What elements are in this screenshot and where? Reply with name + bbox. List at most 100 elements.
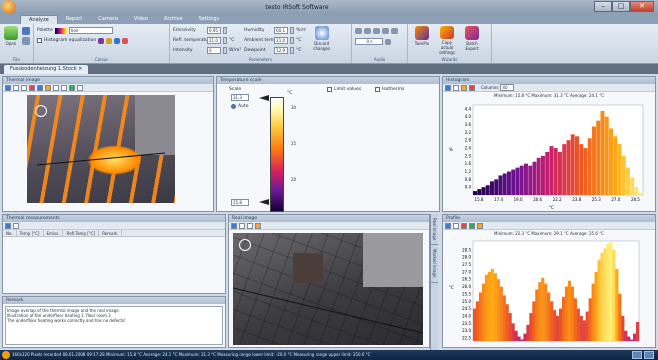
zoom-icon[interactable]: [13, 84, 19, 91]
chart-type-icon[interactable]: [469, 84, 475, 91]
histogram-bar: [477, 189, 482, 195]
scale-top-input[interactable]: 31.3: [231, 94, 249, 101]
limit-values-checkbox[interactable]: [327, 87, 332, 92]
refl-temp-input[interactable]: 21.0: [207, 37, 221, 44]
tab-video[interactable]: Video: [133, 16, 148, 22]
profile-line[interactable]: [27, 95, 175, 203]
minimize-button[interactable]: –: [594, 1, 612, 12]
profile-ytick: 23.5: [462, 321, 471, 326]
hot-spot-icon[interactable]: [29, 84, 35, 91]
app-menu-button[interactable]: [2, 0, 16, 14]
crosshair-icon[interactable]: [35, 105, 47, 117]
twinpix-button[interactable]: TwinPix: [411, 26, 433, 55]
profile-bar: [570, 286, 574, 341]
scale-bottom-input[interactable]: 15.8: [231, 199, 249, 206]
save-icon[interactable]: [5, 84, 11, 91]
scale-unit: °C: [287, 91, 293, 96]
col-emiss[interactable]: Emiss.: [44, 230, 64, 236]
color-scale-bar[interactable]: [270, 97, 284, 212]
marker-icon[interactable]: [255, 222, 261, 229]
profile-bar: [597, 260, 601, 341]
grid-icon[interactable]: [469, 222, 475, 229]
thermal-image[interactable]: [27, 95, 175, 203]
histogram-equalization-checkbox[interactable]: [37, 38, 42, 43]
copy-icon[interactable]: [453, 84, 459, 91]
profile-bar: [505, 304, 509, 341]
line-tool-icon[interactable]: [53, 84, 59, 91]
delete-icon[interactable]: [77, 84, 83, 91]
tab-report[interactable]: Report: [65, 16, 83, 22]
forward-icon[interactable]: [391, 27, 398, 34]
save-icon[interactable]: [22, 27, 30, 35]
open-button[interactable]: Open: [3, 26, 19, 55]
save-icon[interactable]: [445, 84, 451, 91]
emissivity-input[interactable]: 0.95: [207, 27, 221, 34]
zoom-icon[interactable]: [239, 222, 245, 229]
save-icon[interactable]: [231, 222, 237, 229]
color-icon[interactable]: [477, 222, 483, 229]
col-refl-temp[interactable]: Refl.Temp [°C]: [63, 230, 100, 236]
cold-spot-icon[interactable]: [37, 84, 43, 91]
document-tab[interactable]: Fussbodenheizung 1.Stock ✕: [4, 65, 89, 74]
tab-marked-image[interactable]: Marked image: [431, 245, 438, 283]
play-icon[interactable]: [364, 27, 371, 34]
copy-settings-button[interactable]: Copy actual settings: [436, 26, 458, 55]
stop-icon[interactable]: [373, 27, 380, 34]
rewind-icon[interactable]: [355, 27, 362, 34]
save-as-icon[interactable]: [22, 37, 30, 45]
ambient-input[interactable]: 21.0: [274, 37, 289, 44]
col-temp[interactable]: Temp [°C]: [17, 230, 44, 236]
dewpoint-spinner[interactable]: [290, 47, 295, 54]
marker-icon[interactable]: [69, 84, 75, 91]
alarm-tool-icon[interactable]: [122, 37, 129, 44]
save-icon[interactable]: [5, 222, 11, 229]
measure-point-icon[interactable]: [45, 84, 51, 91]
layout-toggle-1[interactable]: [632, 351, 642, 359]
area-tool-icon[interactable]: [61, 84, 67, 91]
auto-radio[interactable]: [231, 104, 236, 109]
ambient-spinner[interactable]: [290, 37, 295, 44]
tab-archive[interactable]: Archive: [163, 16, 183, 22]
histogram-bar: [553, 148, 558, 195]
pointer-icon[interactable]: [247, 222, 253, 229]
maximize-button[interactable]: □: [612, 1, 630, 12]
intensity-input[interactable]: 0: [207, 47, 221, 54]
tab-settings[interactable]: Settings: [198, 16, 220, 22]
discard-changes-button[interactable]: Discard changes: [309, 26, 335, 55]
columns-input[interactable]: 40: [500, 84, 515, 91]
tab-camera[interactable]: Camera: [98, 16, 118, 22]
col-no[interactable]: No.: [3, 230, 17, 236]
isotherms-checkbox[interactable]: [375, 87, 380, 92]
save-icon[interactable]: [445, 222, 451, 229]
color-icon[interactable]: [461, 84, 467, 91]
export-icon[interactable]: [13, 222, 19, 229]
layout-toggle-2[interactable]: [644, 351, 654, 359]
tab-analyze[interactable]: Analyze: [20, 15, 58, 24]
record-icon[interactable]: [382, 27, 389, 34]
thermal-image-title: Thermal image: [3, 77, 213, 84]
palette-select[interactable]: Iron: [68, 27, 113, 34]
intensity-spinner[interactable]: [223, 47, 227, 54]
copy-icon[interactable]: [453, 222, 459, 229]
humidity-spinner[interactable]: [290, 27, 295, 34]
batch-export-button[interactable]: Batch Export: [461, 26, 483, 55]
profile-bar: [556, 316, 560, 341]
audio-delete-icon[interactable]: [385, 38, 391, 45]
close-button[interactable]: ✕: [630, 1, 654, 12]
humidity-input[interactable]: 60.1: [274, 27, 289, 34]
tab-real-image[interactable]: Real image: [431, 214, 438, 246]
refl-temp-spinner[interactable]: [223, 37, 227, 44]
color-tool-icon[interactable]: [98, 37, 105, 44]
emissivity-spinner[interactable]: [223, 27, 227, 34]
marker-tool-icon[interactable]: [106, 37, 113, 44]
real-image[interactable]: [233, 233, 423, 345]
remark-textarea[interactable]: Image overlap of the thermal image and t…: [5, 306, 223, 345]
scale-pointers[interactable]: [249, 87, 279, 217]
twinpix-icon: [415, 26, 429, 40]
dewpoint-input[interactable]: 12.9: [274, 47, 289, 54]
col-remark[interactable]: Remark: [99, 230, 122, 236]
crosshair-icon[interactable]: [239, 239, 251, 251]
pointer-icon[interactable]: [21, 84, 27, 91]
chart-type-icon[interactable]: [461, 222, 467, 229]
iso-tool-icon[interactable]: [114, 37, 121, 44]
